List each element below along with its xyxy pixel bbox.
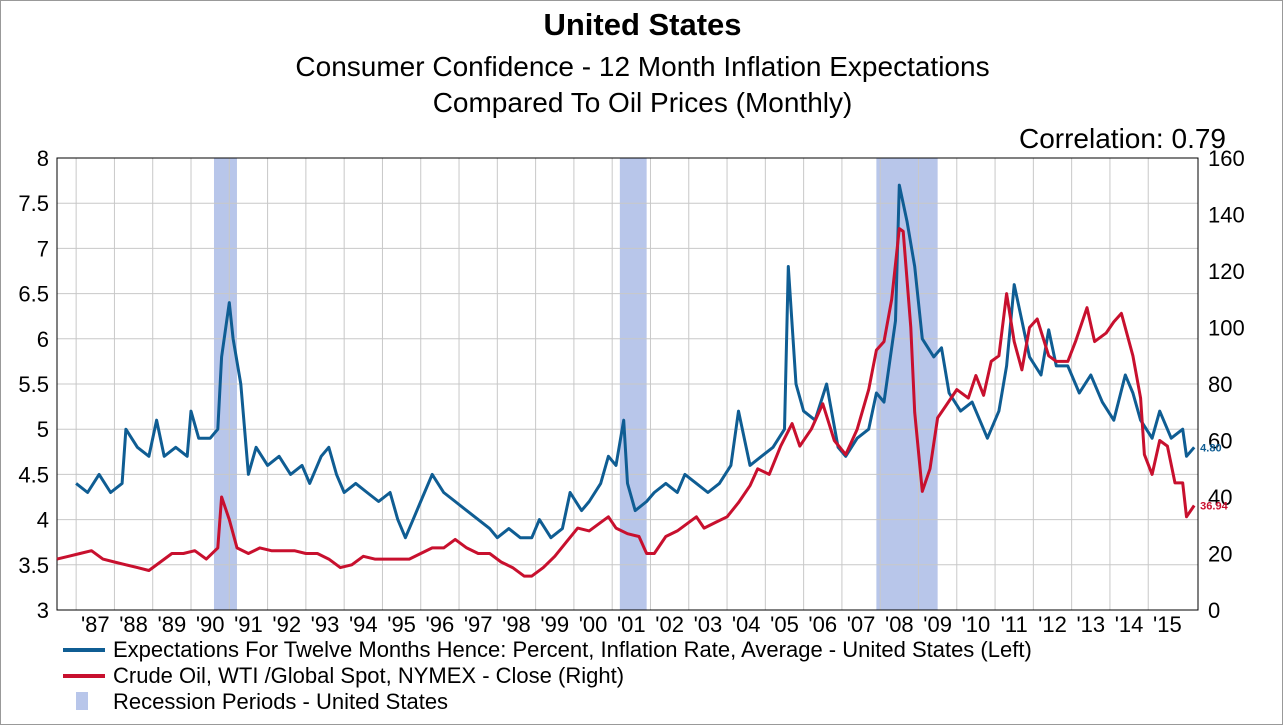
y-left-tick-label: 5 xyxy=(37,417,49,442)
y-right-tick-label: 120 xyxy=(1208,259,1245,284)
x-tick-label: '02 xyxy=(655,612,684,637)
x-tick-label: '12 xyxy=(1038,612,1067,637)
y-right-tick-label: 20 xyxy=(1208,542,1232,567)
x-tick-label: '87 xyxy=(81,612,110,637)
x-tick-label: '14 xyxy=(1115,612,1144,637)
x-tick-label: '06 xyxy=(808,612,837,637)
x-tick-label: '07 xyxy=(847,612,876,637)
x-tick-label: '09 xyxy=(923,612,952,637)
x-tick-label: '96 xyxy=(426,612,455,637)
x-tick-label: '11 xyxy=(1001,612,1028,637)
series-end-label-0: 4.80 xyxy=(1200,442,1221,454)
x-tick-label: '89 xyxy=(158,612,187,637)
legend-label-1: Crude Oil, WTI /Global Spot, NYMEX - Clo… xyxy=(113,663,624,688)
correlation-annotation: Correlation: 0.79 xyxy=(1018,123,1226,154)
y-left-tick-label: 3.5 xyxy=(18,553,49,578)
x-tick-label: '03 xyxy=(694,612,723,637)
y-right-tick-label: 140 xyxy=(1208,203,1245,228)
x-tick-label: '88 xyxy=(119,612,148,637)
series-end-label-1: 36.94 xyxy=(1200,500,1228,512)
x-tick-label: '98 xyxy=(502,612,531,637)
legend-label-0: Expectations For Twelve Months Hence: Pe… xyxy=(113,637,1032,662)
y-left-tick-label: 6.5 xyxy=(18,282,49,307)
series-line-1 xyxy=(56,227,1196,578)
y-right-tick-label: 160 xyxy=(1208,146,1245,171)
chart-subtitle-2: Compared To Oil Prices (Monthly) xyxy=(432,87,853,118)
plot-border xyxy=(56,157,1199,611)
legend-swatch-2 xyxy=(76,692,88,710)
x-tick-label: '94 xyxy=(349,612,378,637)
y-right-tick-label: 80 xyxy=(1208,372,1232,397)
y-left-tick-label: 3 xyxy=(37,598,49,623)
y-right-tick-label: 40 xyxy=(1208,485,1232,510)
x-tick-label: '90 xyxy=(196,612,225,637)
x-tick-label: '13 xyxy=(1076,612,1105,637)
y-left-tick-label: 5.5 xyxy=(18,372,49,397)
y-left-tick-label: 4.5 xyxy=(18,462,49,487)
y-left-tick-label: 4 xyxy=(37,508,49,533)
x-tick-label: '15 xyxy=(1153,612,1182,637)
y-right-tick-label: 0 xyxy=(1208,598,1220,623)
y-left-tick-label: 6 xyxy=(37,327,49,352)
y-left-tick-label: 7 xyxy=(37,236,49,261)
x-tick-label: '95 xyxy=(387,612,416,637)
chart-subtitle-1: Consumer Confidence - 12 Month Inflation… xyxy=(295,51,990,82)
series-line-0 xyxy=(75,183,1196,540)
legend-label-2: Recession Periods - United States xyxy=(113,689,448,714)
y-left-tick-label: 8 xyxy=(37,146,49,171)
x-tick-label: '99 xyxy=(540,612,569,637)
x-tick-label: '10 xyxy=(962,612,991,637)
chart-title: United States xyxy=(543,7,742,42)
y-right-tick-label: 100 xyxy=(1208,316,1245,341)
y-right-tick-label: 60 xyxy=(1208,429,1232,454)
x-tick-label: '04 xyxy=(732,612,761,637)
x-tick-label: '93 xyxy=(311,612,340,637)
x-tick-label: '08 xyxy=(885,612,914,637)
x-tick-label: '97 xyxy=(464,612,493,637)
y-left-tick-label: 7.5 xyxy=(18,191,49,216)
x-tick-label: '92 xyxy=(272,612,301,637)
x-tick-label: '01 xyxy=(617,612,646,637)
x-tick-label: '05 xyxy=(770,612,799,637)
x-tick-label: '91 xyxy=(234,612,263,637)
x-tick-label: '00 xyxy=(579,612,608,637)
